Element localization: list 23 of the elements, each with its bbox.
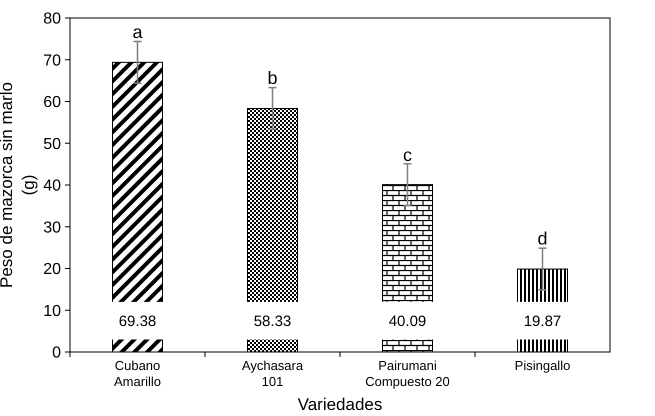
annotation: c xyxy=(403,145,412,166)
y-axis-title: Peso de mazorca sin marlo (g) xyxy=(0,82,38,288)
annotation: a xyxy=(132,22,144,42)
y-tick-label: 20 xyxy=(43,261,62,278)
annotation: d xyxy=(537,228,548,249)
y-tick-label: 0 xyxy=(52,344,62,362)
y-tick-label: 60 xyxy=(43,94,62,112)
y-tick-label: 30 xyxy=(43,219,62,236)
y-tick-label: 10 xyxy=(43,302,62,320)
x-tick-label: Cubano Amarillo xyxy=(114,358,161,389)
y-tick-label: 80 xyxy=(43,10,62,28)
data-label: 19.87 xyxy=(524,312,562,330)
annotation: b xyxy=(267,68,278,88)
x-tick-label: Pisingallo xyxy=(514,358,570,373)
x-tick-label: Aychasara 101 xyxy=(242,358,304,389)
data-label: 58.33 xyxy=(254,312,292,330)
data-label: 69.38 xyxy=(118,312,156,330)
x-axis-title: Variedades xyxy=(298,395,382,414)
y-tick-label: 70 xyxy=(43,52,62,70)
y-tick-label: 40 xyxy=(43,178,62,195)
y-tick-label: 50 xyxy=(43,136,62,153)
x-tick-label: Pairumani Compuesto 20 xyxy=(365,358,450,389)
data-label: 40.09 xyxy=(388,312,426,330)
